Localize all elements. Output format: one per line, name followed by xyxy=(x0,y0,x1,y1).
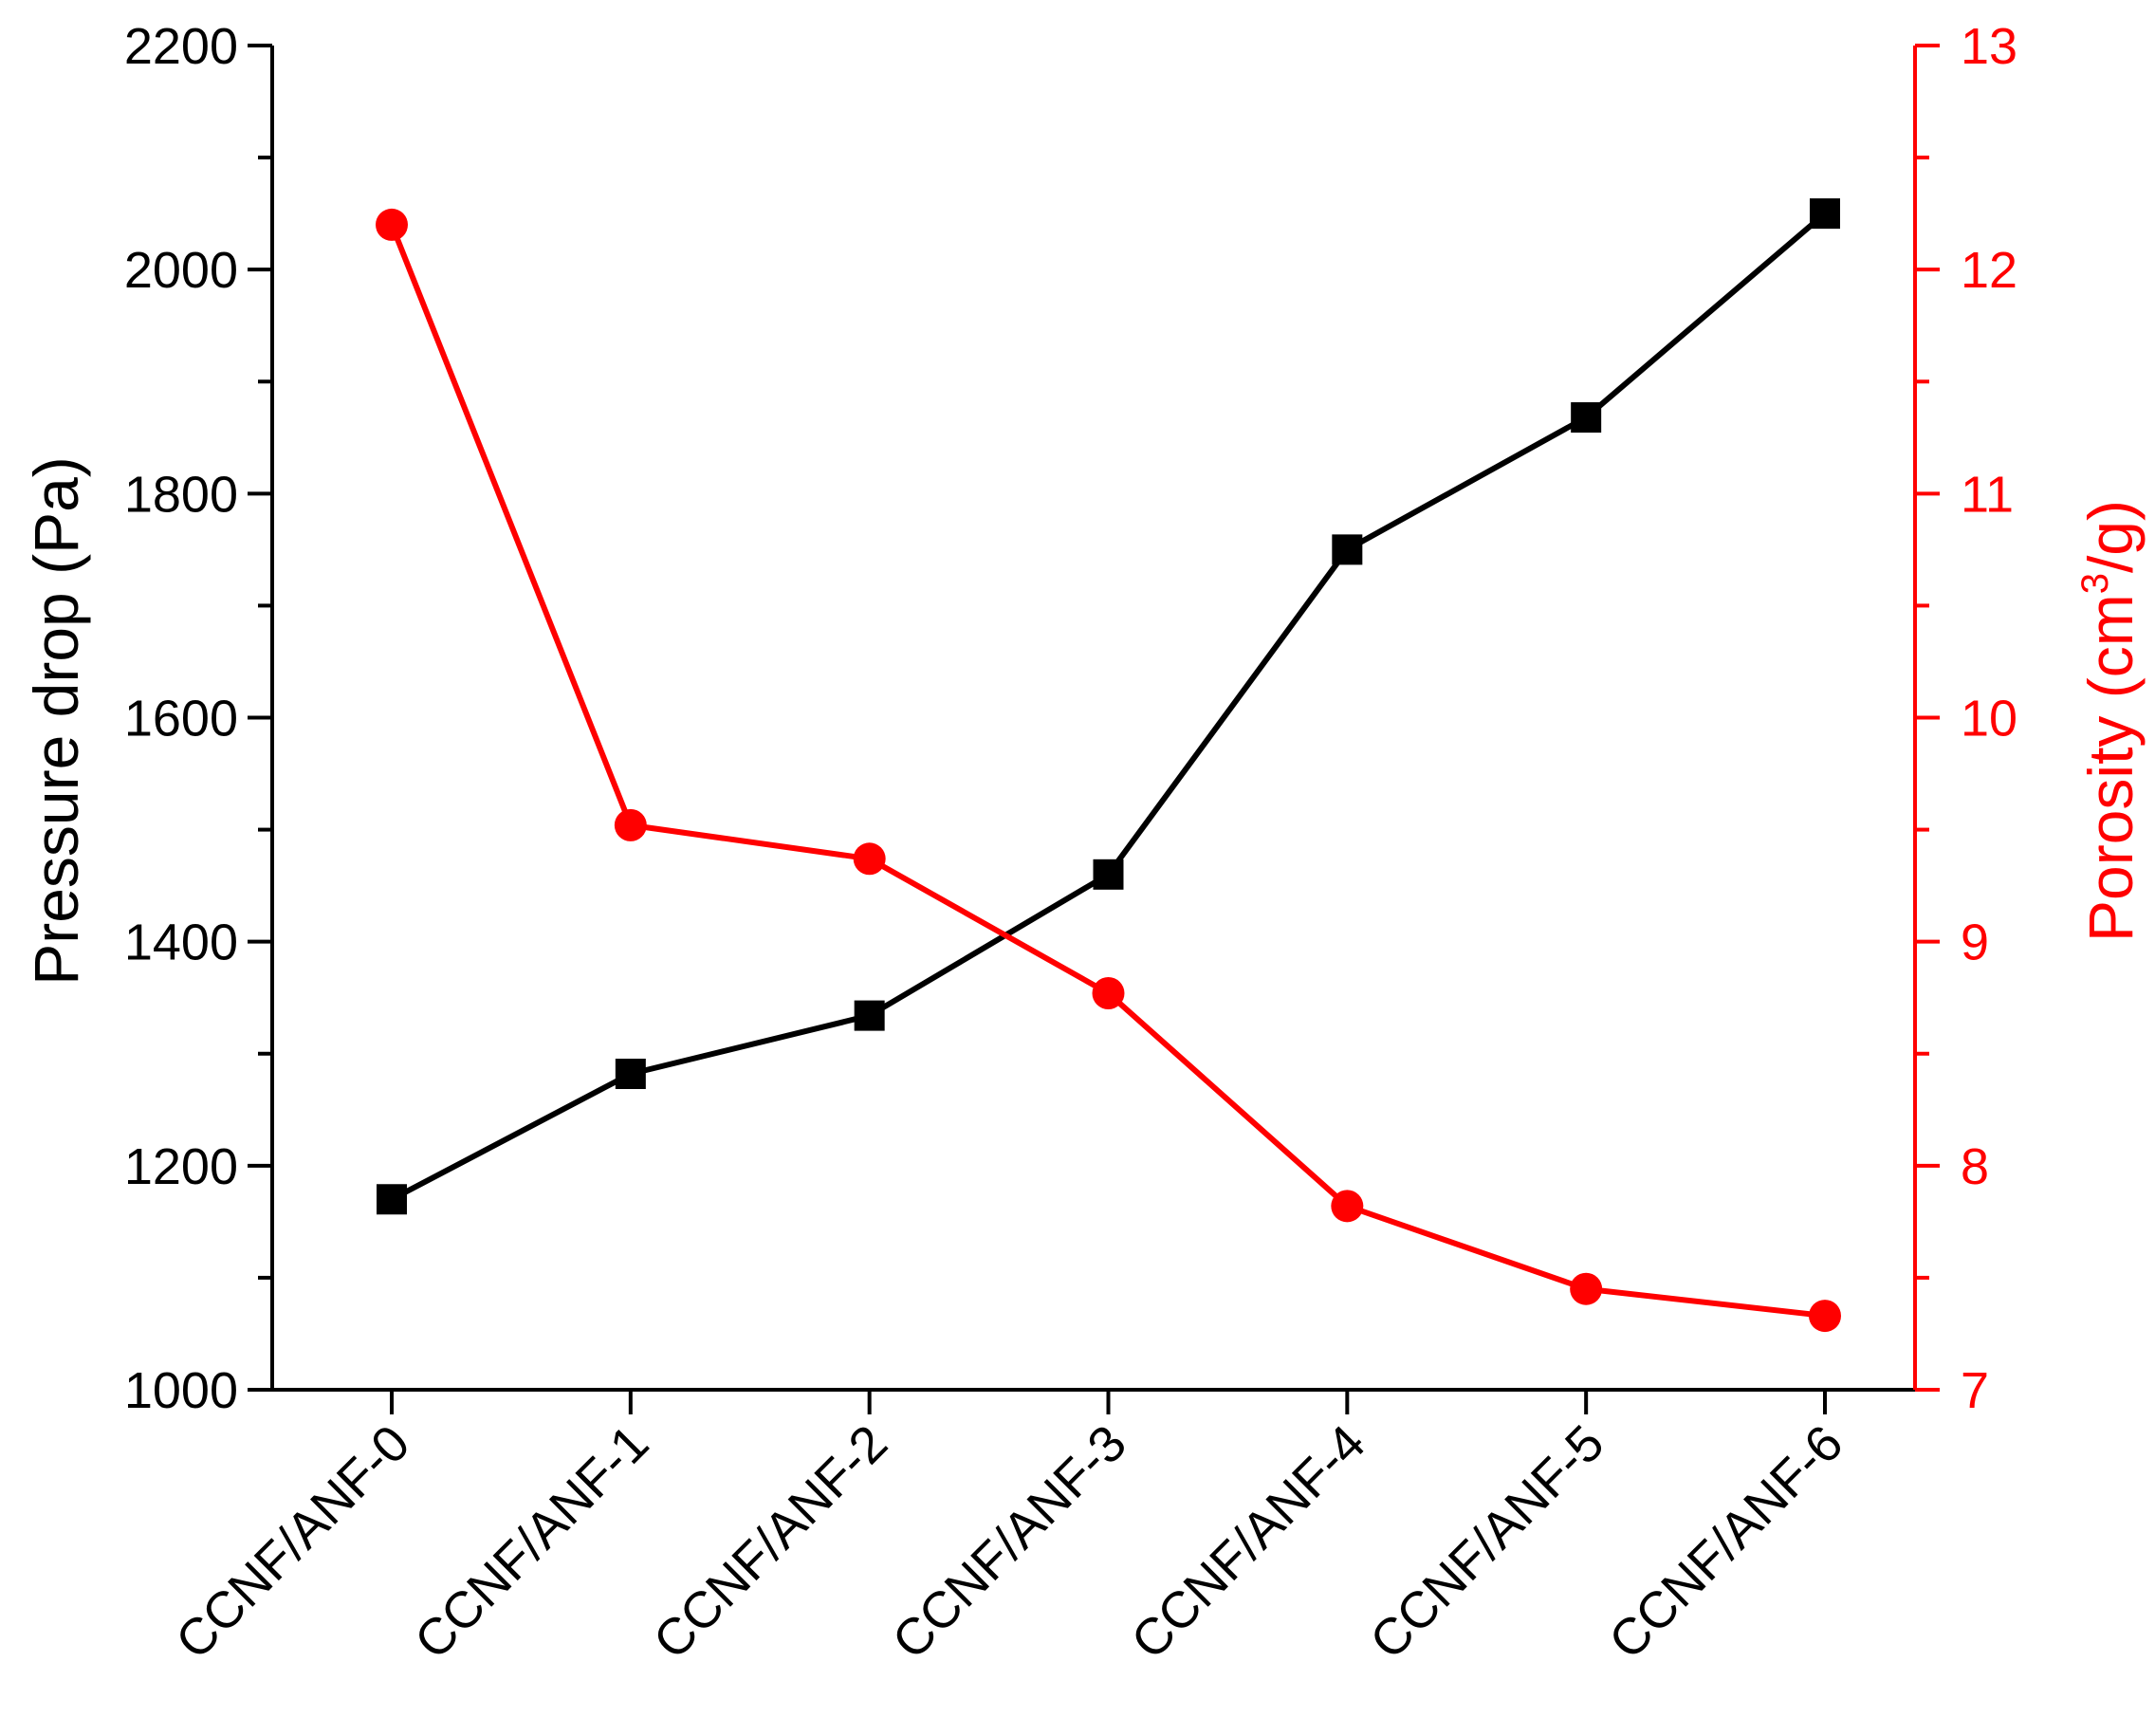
left-tick-label: 1200 xyxy=(124,1138,238,1195)
x-axis: CCNF/ANF-0CCNF/ANF-1CCNF/ANF-2CCNF/ANF-3… xyxy=(165,1390,1853,1670)
right-axis-title-sup: 3 xyxy=(2074,573,2116,594)
pressure-drop-point xyxy=(1810,198,1840,230)
x-category-label: CCNF/ANF-5 xyxy=(1359,1414,1614,1670)
right-axis: 7 8 9 10 11 12 13 xyxy=(1915,18,2017,1419)
right-tick-label: 13 xyxy=(1961,18,2017,75)
right-tick-label: 11 xyxy=(1961,466,2014,523)
left-axis-title: Pressure drop (Pa) xyxy=(21,456,91,986)
pressure-drop-point xyxy=(615,1059,646,1090)
right-axis-title: Porosity (cm3/g) xyxy=(2074,500,2146,942)
porosity-point xyxy=(1809,1300,1841,1333)
pressure-drop-point xyxy=(1571,402,1602,434)
left-tick-label: 1400 xyxy=(124,914,238,971)
porosity-point xyxy=(853,842,886,876)
right-tick-label: 9 xyxy=(1961,914,1989,971)
porosity-line xyxy=(389,223,1826,1320)
right-axis-title-main: Porosity (cm xyxy=(2075,594,2146,942)
right-axis-title-tail: /g) xyxy=(2075,500,2146,573)
x-category-label: CCNF/ANF-0 xyxy=(165,1414,420,1670)
plot-frame xyxy=(270,46,1917,1392)
left-tick-label: 2000 xyxy=(124,242,238,299)
left-tick-label: 1600 xyxy=(124,691,238,748)
pressure-drop-point xyxy=(1093,859,1124,890)
left-axis: 1000 1200 1400 1600 1800 2000 2200 xyxy=(124,18,272,1419)
porosity-point xyxy=(1092,976,1125,1009)
porosity-point xyxy=(1570,1272,1603,1305)
pressure-drop-point xyxy=(1332,534,1363,565)
left-tick-label: 1000 xyxy=(124,1362,238,1419)
pressure-drop-point xyxy=(377,1184,407,1215)
right-tick-label: 12 xyxy=(1961,242,2017,299)
left-tick-label: 2200 xyxy=(124,18,238,75)
right-tick-label: 10 xyxy=(1961,691,2017,748)
x-category-label: CCNF/ANF-6 xyxy=(1598,1414,1853,1670)
x-category-label: CCNF/ANF-2 xyxy=(643,1414,898,1670)
right-tick-label: 8 xyxy=(1961,1138,1989,1195)
series-layer xyxy=(376,198,1841,1333)
porosity-point xyxy=(1331,1190,1364,1223)
porosity-point xyxy=(614,808,647,841)
x-category-label: CCNF/ANF-3 xyxy=(882,1414,1137,1670)
x-category-label: CCNF/ANF-4 xyxy=(1120,1414,1375,1670)
porosity-point xyxy=(376,208,408,241)
pressure-drop-point xyxy=(854,1000,885,1031)
pressure-drop-line xyxy=(390,211,1827,1202)
right-tick-label: 7 xyxy=(1961,1362,1989,1419)
x-category-label: CCNF/ANF-1 xyxy=(404,1414,659,1670)
left-tick-label: 1800 xyxy=(124,466,238,523)
